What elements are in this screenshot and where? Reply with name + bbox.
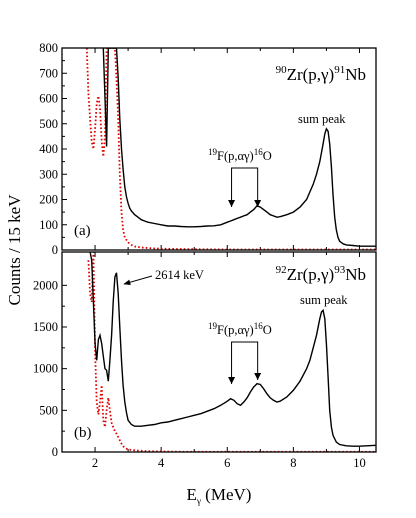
panel-b-y-tick-label: 500 [39,403,58,417]
panel-a-y-tick-label: 300 [39,167,58,181]
panel-a-arrows [228,167,262,207]
panel-b-arrows [228,341,262,384]
panel-b-2614-arrow [123,275,153,285]
panel-b-black-series [89,252,376,447]
panel-a-reaction-label: 90Zr(p,γ)91Nb [276,64,366,84]
panel-b-contaminant-label: 19F(p,αγ)16O [208,321,272,337]
panel-a-y-tick-label: 400 [39,142,58,156]
panel-b-x-tick-label: 8 [290,456,296,470]
panel-a-arrow-bracket [231,167,259,207]
y-axis-label: Counts / 15 keV [5,194,24,306]
panel-b-2614-label: 2614 keV [155,268,204,282]
panel-b-x-tick-label: 6 [224,456,230,470]
panel-a-y-tick-label: 0 [52,243,58,257]
panel-a-frame [61,47,377,251]
panel-b-y-tick-label: 0 [52,445,58,459]
panel-b-label: (b) [74,425,92,441]
panel-b-reaction-label: 92Zr(p,γ)93Nb [276,264,366,284]
panel-b-sum-peak-label: sum peak [300,293,348,307]
panel-a-label: (a) [74,223,91,239]
panel-b-x-tick-label: 2 [92,456,98,470]
panel-a-y-tick-label: 500 [39,117,58,131]
panel-a-y-tick-label: 700 [39,66,58,80]
panel-a-red-dotted-series [85,48,376,250]
panel-a-arrowhead [254,200,262,207]
panel-b-y-tick-label: 1500 [33,320,58,334]
panel-b-y-tick-label: 1000 [33,362,58,376]
panel-b-x-tick-label: 4 [158,456,165,470]
panel-a-black-series [102,48,376,247]
panel-b: 0 500 1000 1500 2000 2 4 6 8 10 (b) 92Zr(p,γ)93Nb… [33,251,377,470]
panel-b-frame [61,251,377,453]
panel-a-y-tick-label: 200 [39,193,58,207]
panel-b-x-tick-label: 10 [353,456,366,470]
panel-a-y-tick-label: 800 [39,41,58,55]
x-axis-label: Eγ (MeV) [187,485,252,506]
panel-b-y-tick-label: 2000 [33,278,58,292]
panel-b-arrowhead [254,373,262,380]
panel-b-arrow-bracket [231,341,259,384]
panel-a-arrowhead [228,200,236,207]
panel-a: 0 100 200 300 400 500 600 700 800 (a) 90Zr(p,γ)9… [39,41,377,257]
panel-a-y-tick-label: 100 [39,218,58,232]
panel-a-y-tick-label: 600 [39,92,58,106]
panel-b-arrowhead [228,377,236,384]
panel-a-contaminant-label: 19F(p,αγ)16O [208,147,272,163]
panel-a-sum-peak-label: sum peak [298,112,346,126]
